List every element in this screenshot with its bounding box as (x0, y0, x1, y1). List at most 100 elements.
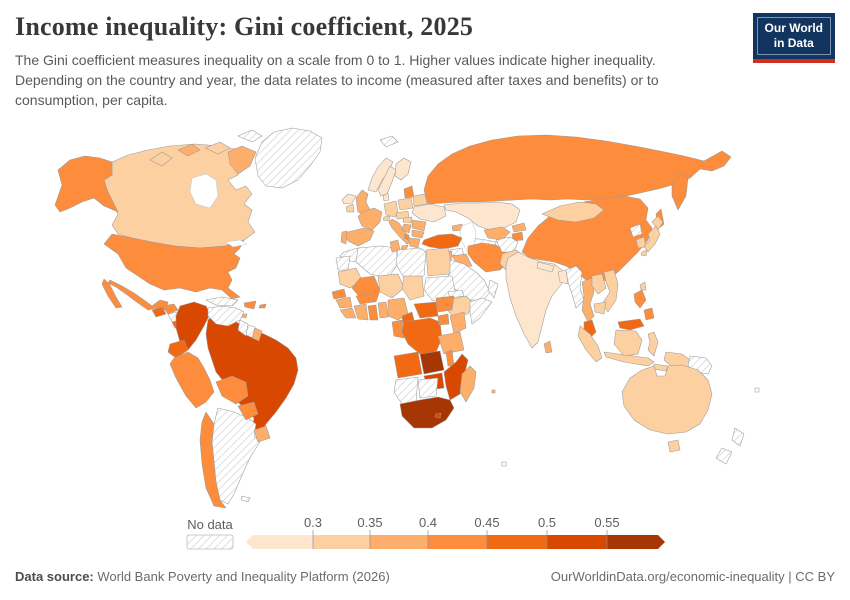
legend-bin-0.3–0.35[interactable] (313, 535, 370, 549)
country-peru[interactable] (169, 351, 215, 409)
country-canada-arctic-island[interactable] (177, 143, 201, 157)
country-cuba[interactable] (205, 296, 239, 307)
legend-bin->0.55[interactable] (607, 535, 658, 549)
country-oman[interactable] (487, 279, 499, 299)
country-drc[interactable] (401, 317, 443, 355)
country-ghana[interactable] (367, 304, 379, 321)
legend-bin-0.45–0.5[interactable] (487, 535, 547, 549)
country-canada-arctic-island[interactable] (149, 151, 173, 167)
country-norway[interactable] (367, 157, 394, 193)
country-russia-kamchatka[interactable] (671, 172, 689, 211)
country-tasmania[interactable] (667, 439, 681, 453)
country-canada-ellesmere[interactable] (237, 129, 263, 143)
country-sierra-leone-liberia[interactable] (339, 307, 357, 319)
country-france[interactable] (357, 207, 383, 231)
country-iceland[interactable] (341, 193, 357, 205)
country-sri-lanka[interactable] (543, 340, 553, 354)
country-burkina-faso[interactable] (355, 292, 375, 305)
legend-no-data-swatch[interactable] (186, 534, 234, 550)
country-uganda[interactable] (437, 313, 450, 326)
country-egypt[interactable] (425, 247, 451, 277)
country-hungary[interactable] (402, 216, 413, 224)
country-japan-honshu[interactable] (643, 225, 661, 253)
country-ecuador[interactable] (167, 339, 189, 359)
country-senegal[interactable] (331, 288, 347, 300)
country-greece[interactable] (407, 237, 421, 249)
country-paraguay[interactable] (237, 401, 259, 421)
country-canada-arctic-island[interactable] (204, 141, 231, 155)
country-honduras[interactable] (161, 303, 179, 315)
country-greenland[interactable] (254, 127, 323, 189)
footer-license[interactable]: CC BY (795, 569, 835, 584)
country-namibia[interactable] (393, 376, 419, 405)
country-falklands[interactable] (240, 495, 251, 503)
country-canada-baffin[interactable] (227, 145, 257, 175)
country-kyrgyzstan[interactable] (511, 222, 527, 233)
country-tanzania[interactable] (437, 331, 465, 355)
country-sweden[interactable] (377, 165, 397, 197)
country-australia[interactable] (621, 364, 713, 435)
country-argentina[interactable] (211, 407, 261, 505)
country-belarus[interactable] (412, 193, 428, 207)
country-kerguelen[interactable] (501, 461, 507, 467)
legend-bin-0.4–0.45[interactable] (428, 535, 487, 549)
country-finland[interactable] (394, 157, 412, 181)
country-guinea[interactable] (335, 296, 353, 309)
country-indonesia-sulawesi[interactable] (647, 331, 659, 357)
country-romania[interactable] (411, 219, 427, 232)
owid-logo[interactable]: Our World in Data (752, 13, 835, 63)
world-choropleth-map[interactable] (0, 118, 850, 510)
country-south-sudan[interactable] (435, 295, 455, 313)
country-gabon-congo[interactable] (391, 319, 405, 339)
country-albania[interactable] (403, 233, 410, 241)
country-united-kingdom[interactable] (355, 189, 371, 216)
country-myanmar[interactable] (565, 265, 585, 309)
country-philippines[interactable] (633, 289, 647, 309)
country-kenya[interactable] (449, 311, 467, 335)
country-baltics[interactable] (403, 185, 415, 199)
legend-bin-<0.3[interactable] (253, 535, 313, 549)
country-japan-kyushu[interactable] (640, 249, 648, 257)
country-uzbekistan[interactable] (483, 226, 511, 241)
country-usa-alaska[interactable] (54, 155, 119, 213)
country-north-korea[interactable] (629, 223, 643, 238)
country-zambia[interactable] (419, 350, 445, 375)
country-indonesia-sumatra[interactable] (577, 325, 603, 363)
country-malaysia-borneo[interactable] (617, 318, 645, 331)
country-fiji[interactable] (754, 387, 760, 393)
footer-link[interactable]: OurWorldinData.org/economic-inequality (550, 569, 785, 584)
country-angola[interactable] (393, 351, 423, 379)
country-portugal[interactable] (340, 230, 348, 245)
country-usa[interactable] (103, 233, 245, 300)
country-ukraine[interactable] (411, 203, 447, 223)
country-philippines[interactable] (643, 307, 655, 321)
country-uruguay[interactable] (253, 425, 271, 443)
country-hispaniola[interactable] (243, 300, 257, 310)
country-mauritius[interactable] (491, 389, 496, 394)
country-ireland[interactable] (345, 203, 355, 213)
country-bolivia[interactable] (215, 375, 249, 405)
country-germany[interactable] (383, 200, 399, 218)
country-india[interactable] (505, 251, 567, 349)
country-new-zealand-north[interactable] (731, 427, 745, 447)
country-south-africa[interactable] (399, 396, 455, 429)
country-bulgaria[interactable] (411, 229, 425, 239)
country-mexico-baja[interactable] (101, 278, 123, 309)
country-kazakhstan[interactable] (443, 201, 521, 231)
country-botswana[interactable] (417, 377, 439, 399)
country-mongolia[interactable] (541, 201, 605, 223)
country-lesotho[interactable] (434, 412, 442, 419)
country-indonesia-java[interactable] (603, 351, 655, 367)
country-french-guiana[interactable] (251, 327, 263, 342)
country-puerto-rico[interactable] (258, 303, 267, 309)
country-laos[interactable] (591, 273, 607, 295)
legend-color-scale[interactable]: 0.3 0.35 0.4 0.45 0.5 0.55 (246, 515, 665, 549)
country-madagascar[interactable] (459, 365, 477, 403)
country-algeria[interactable] (355, 245, 399, 279)
country-libya[interactable] (395, 247, 427, 279)
country-guatemala[interactable] (151, 306, 167, 318)
country-guyana[interactable] (237, 319, 249, 337)
country-bangladesh[interactable] (557, 269, 569, 285)
country-russia[interactable] (423, 134, 732, 205)
country-somalia[interactable] (469, 297, 493, 325)
